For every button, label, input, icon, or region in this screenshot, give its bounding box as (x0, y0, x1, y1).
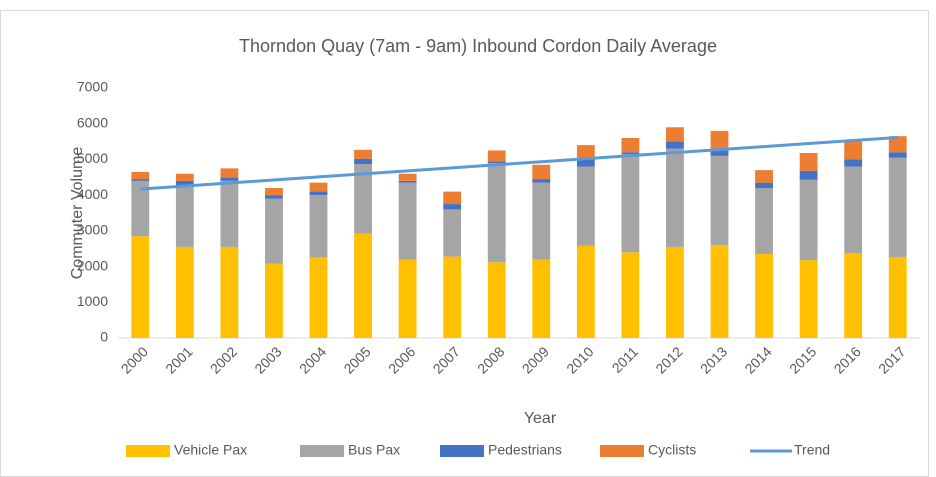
bar-segment (398, 182, 417, 260)
bar-segment (175, 246, 194, 338)
legend-label: Trend (794, 442, 830, 458)
y-tick-label: 7000 (77, 79, 108, 95)
bar-segment (888, 256, 907, 338)
bar-segment (799, 153, 818, 171)
y-tick-label: 2000 (77, 257, 108, 273)
bar-segment (844, 253, 863, 338)
bar-segment (398, 173, 417, 181)
bar-segment (799, 179, 818, 261)
bar-segment (487, 163, 506, 263)
bar-segment (131, 236, 150, 338)
bar-segment (443, 209, 462, 257)
bar-segment (755, 188, 773, 255)
bar-segment (888, 157, 907, 257)
bar-segment (532, 182, 551, 260)
bar-segment (844, 159, 863, 167)
bar-segment (888, 152, 907, 158)
y-tick-label: 0 (100, 329, 108, 345)
bar-segment (666, 246, 684, 338)
y-axis-title: Commuter Volume (69, 147, 86, 280)
bar-segment (131, 171, 150, 180)
bar-segment (844, 166, 863, 253)
bar-segment (265, 263, 283, 338)
bar-segment (175, 186, 194, 247)
y-tick-label: 4000 (77, 186, 108, 202)
bar-segment (309, 257, 328, 338)
bar-segment (398, 259, 417, 338)
chart-title: Thorndon Quay (7am - 9am) Inbound Cordon… (239, 36, 717, 56)
bar-segment (220, 177, 239, 181)
bar-segment (131, 179, 150, 181)
bar-segment (487, 161, 506, 163)
bar-segment (888, 136, 907, 153)
bar-segment (621, 252, 640, 338)
bar-segment (265, 195, 283, 199)
bar-segment (354, 233, 372, 338)
bar-segment (621, 152, 640, 155)
bar-segment (799, 170, 818, 180)
bar-segment (532, 164, 551, 180)
bar-segment (398, 180, 417, 183)
bar-segment (666, 148, 684, 247)
trend-line (140, 135, 898, 191)
bar-segment (576, 166, 595, 246)
y-tick-label: 1000 (77, 293, 108, 309)
bar-segment (755, 170, 773, 183)
legend-swatch (440, 445, 484, 457)
bar-segment (309, 191, 328, 196)
bar-segment (710, 155, 729, 246)
legend-label: Cyclists (648, 442, 696, 458)
x-axis-title: Year (524, 410, 557, 427)
bar-segment (666, 127, 684, 142)
bar-segment (220, 246, 239, 338)
bar-segment (844, 141, 863, 160)
legend-swatch (600, 445, 644, 457)
bar-segment (443, 256, 462, 338)
bar-segment (487, 262, 506, 338)
bar-segment (220, 180, 239, 247)
bar-segment (710, 245, 729, 338)
bar-segment (443, 191, 462, 205)
y-tick-label: 6000 (77, 114, 108, 130)
bar-segment (755, 254, 773, 338)
y-tick-label: 3000 (77, 222, 108, 238)
bar-segment (621, 138, 640, 153)
bar-segment (755, 182, 773, 188)
bar-segment (621, 154, 640, 253)
bar-segment (532, 179, 551, 183)
legend-swatch (126, 445, 170, 457)
bar-segment (354, 158, 372, 165)
legend-label: Bus Pax (348, 442, 400, 458)
legend-label: Vehicle Pax (174, 442, 247, 458)
bar-segment (710, 130, 729, 151)
bar-segment (220, 168, 239, 178)
legend-swatch (300, 445, 344, 457)
bar-segment (799, 260, 818, 338)
bar-segment (710, 150, 729, 156)
bar-segment (666, 141, 684, 149)
bar-segment (576, 245, 595, 338)
bar-segment (309, 182, 328, 192)
bar-segment (443, 204, 462, 210)
bar-segment (354, 149, 372, 159)
bar-segment (175, 180, 194, 187)
bar-segment (354, 164, 372, 234)
chart-frame (0, 10, 929, 477)
legend-label: Pedestrians (488, 442, 562, 458)
bar-segment (576, 145, 595, 160)
bar-segment (576, 159, 595, 167)
bar-segment (265, 188, 283, 196)
bar-segment (309, 195, 328, 258)
bar-segment (131, 180, 150, 237)
bar-segment (487, 150, 506, 162)
y-tick-label: 5000 (77, 150, 108, 166)
bar-segment (532, 259, 551, 338)
bar-segment (175, 173, 194, 181)
bar-segment (265, 198, 283, 264)
